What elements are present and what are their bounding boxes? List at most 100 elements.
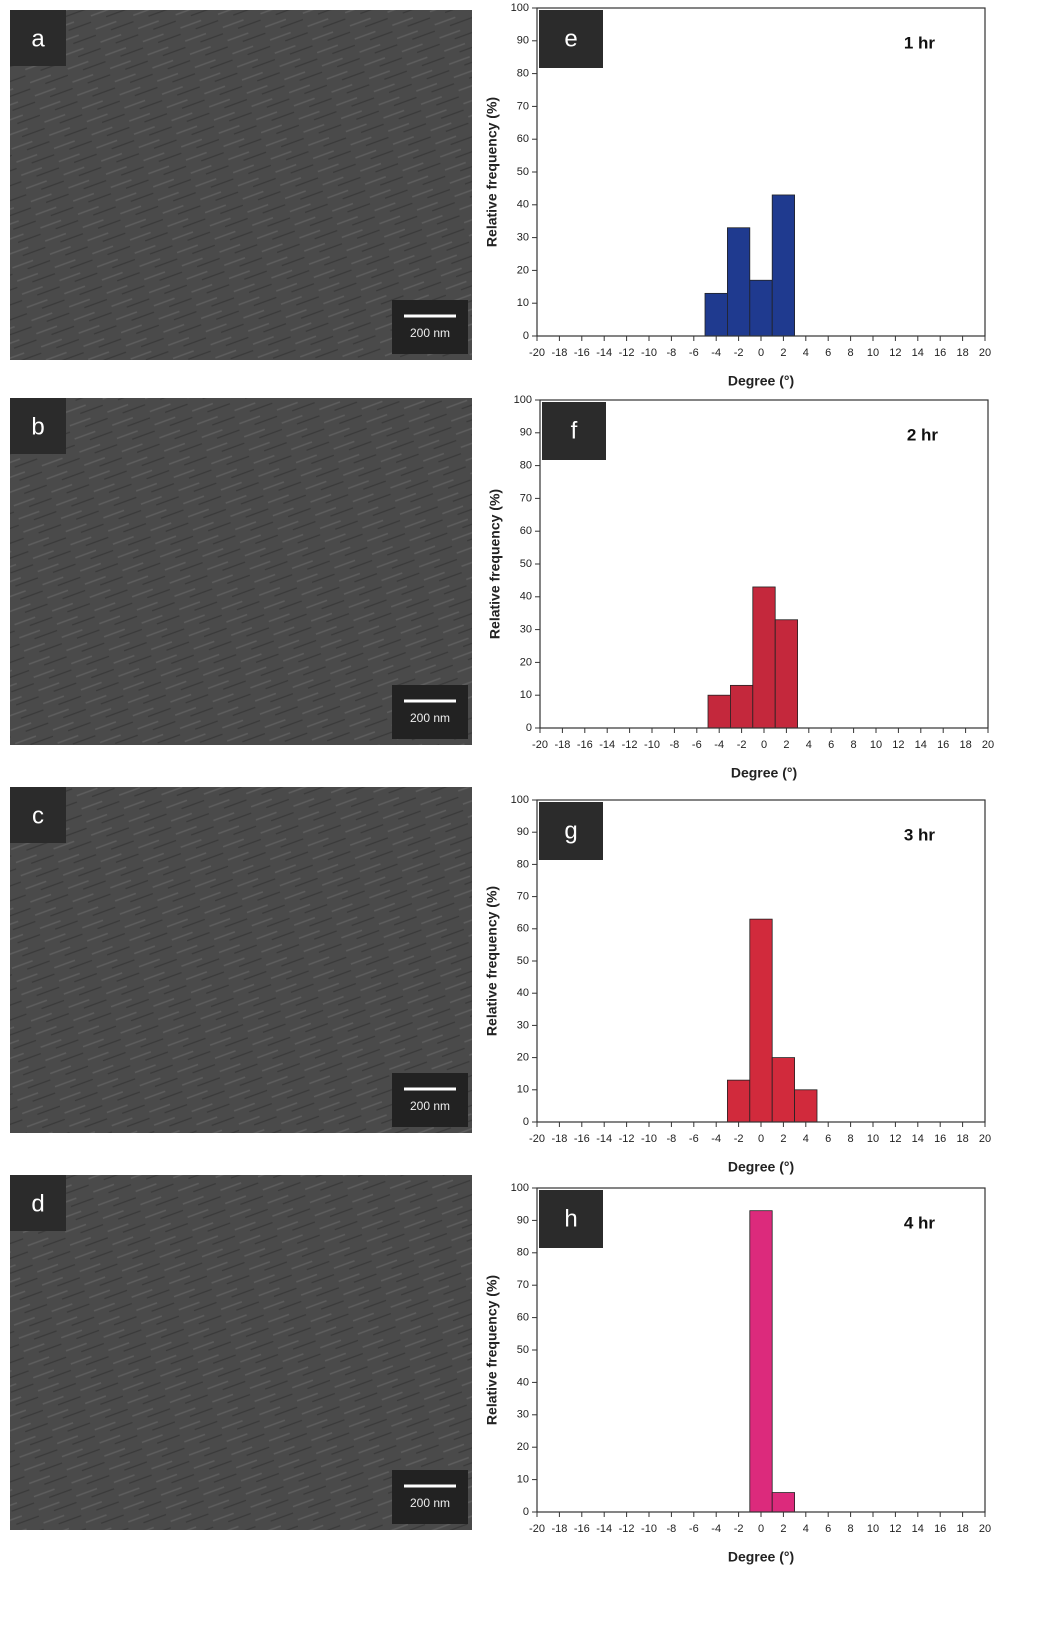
x-axis-label: Degree (°) — [728, 1159, 794, 1175]
x-tick-label: 2 — [783, 739, 789, 751]
y-tick-label: 70 — [517, 891, 529, 903]
x-tick-label: 18 — [956, 1523, 968, 1535]
chart: 0102030405060708090100-20-18-16-14-12-10… — [484, 1182, 991, 1565]
x-axis-label: Degree (°) — [731, 765, 797, 781]
x-tick-label: 16 — [934, 1133, 946, 1145]
y-tick-label: 50 — [517, 1344, 529, 1356]
x-tick-label: -6 — [689, 1523, 699, 1535]
x-tick-label: 18 — [956, 1133, 968, 1145]
y-tick-label: 60 — [517, 1312, 529, 1324]
x-tick-label: 4 — [803, 1523, 809, 1535]
x-axis-label: Degree (°) — [728, 373, 794, 389]
x-tick-label: -14 — [596, 347, 612, 359]
bar — [727, 1080, 749, 1122]
x-tick-label: 0 — [758, 347, 764, 359]
x-tick-label: -16 — [574, 347, 590, 359]
x-tick-label: -8 — [667, 1523, 677, 1535]
bar — [730, 685, 752, 728]
y-tick-label: 30 — [520, 624, 532, 636]
y-tick-label: 20 — [517, 264, 529, 276]
x-tick-label: -10 — [641, 1523, 657, 1535]
x-tick-label: 14 — [915, 739, 927, 751]
bar — [750, 1211, 772, 1512]
y-tick-label: 50 — [517, 955, 529, 967]
x-tick-label: -20 — [529, 1523, 545, 1535]
bar — [750, 919, 772, 1122]
scale-label: 200 nm — [410, 326, 450, 340]
bar — [795, 1090, 817, 1122]
y-tick-label: 0 — [523, 330, 529, 342]
x-tick-label: -20 — [529, 347, 545, 359]
scale-label: 200 nm — [410, 711, 450, 725]
y-tick-label: 90 — [517, 1214, 529, 1226]
bar — [772, 1493, 794, 1512]
y-tick-label: 10 — [517, 1474, 529, 1486]
y-tick-label: 30 — [517, 1019, 529, 1031]
y-tick-label: 60 — [517, 923, 529, 935]
x-tick-label: -2 — [737, 739, 747, 751]
x-tick-label: -20 — [529, 1133, 545, 1145]
x-tick-label: 0 — [761, 739, 767, 751]
x-tick-label: -16 — [574, 1523, 590, 1535]
x-tick-label: 14 — [912, 347, 924, 359]
x-tick-label: 8 — [851, 739, 857, 751]
x-tick-label: -18 — [551, 347, 567, 359]
y-tick-label: 80 — [520, 460, 532, 472]
x-tick-label: -20 — [532, 739, 548, 751]
y-tick-label: 40 — [517, 199, 529, 211]
x-tick-label: 6 — [825, 347, 831, 359]
y-tick-label: 50 — [517, 166, 529, 178]
x-tick-label: 10 — [870, 739, 882, 751]
panel-label: b — [31, 413, 44, 440]
y-tick-label: 40 — [517, 1376, 529, 1388]
x-tick-label: 10 — [867, 1523, 879, 1535]
x-tick-label: 2 — [780, 347, 786, 359]
x-tick-label: -4 — [711, 1523, 721, 1535]
y-tick-label: 0 — [523, 1116, 529, 1128]
figure: a200 nmb200 nmc200 nmd200 nm010203040506… — [0, 0, 1038, 1638]
x-tick-label: -2 — [734, 1523, 744, 1535]
x-tick-label: 14 — [912, 1523, 924, 1535]
x-tick-label: 4 — [803, 347, 809, 359]
y-tick-label: 40 — [517, 987, 529, 999]
x-tick-label: -16 — [574, 1133, 590, 1145]
y-tick-label: 100 — [511, 2, 529, 14]
x-tick-label: -8 — [667, 1133, 677, 1145]
x-tick-label: -6 — [689, 347, 699, 359]
y-tick-label: 70 — [517, 100, 529, 112]
y-tick-label: 80 — [517, 1247, 529, 1259]
x-tick-label: -10 — [641, 1133, 657, 1145]
panel-label: d — [31, 1190, 44, 1217]
y-tick-label: 30 — [517, 1409, 529, 1421]
y-axis-label: Relative frequency (%) — [487, 489, 503, 639]
y-tick-label: 50 — [520, 558, 532, 570]
x-tick-label: -2 — [734, 347, 744, 359]
y-axis-label: Relative frequency (%) — [484, 1275, 500, 1425]
x-tick-label: -10 — [644, 739, 660, 751]
x-tick-label: -2 — [734, 1133, 744, 1145]
y-tick-label: 0 — [526, 722, 532, 734]
bar — [705, 293, 727, 336]
chart: 0102030405060708090100-20-18-16-14-12-10… — [484, 2, 991, 389]
y-tick-label: 70 — [517, 1279, 529, 1291]
y-tick-label: 60 — [517, 133, 529, 145]
x-tick-label: -18 — [554, 739, 570, 751]
y-tick-label: 100 — [514, 394, 532, 406]
y-tick-label: 100 — [511, 1182, 529, 1194]
x-tick-label: 16 — [937, 739, 949, 751]
bar — [753, 587, 775, 728]
panel-label: a — [31, 25, 45, 52]
y-tick-label: 20 — [517, 1441, 529, 1453]
x-tick-label: -16 — [577, 739, 593, 751]
y-tick-label: 20 — [520, 656, 532, 668]
x-tick-label: 14 — [912, 1133, 924, 1145]
panel-label: c — [32, 802, 44, 829]
x-tick-label: -4 — [711, 1133, 721, 1145]
scale-label: 200 nm — [410, 1496, 450, 1510]
chart-title: 4 hr — [904, 1213, 936, 1232]
y-tick-label: 20 — [517, 1052, 529, 1064]
x-tick-label: 10 — [867, 1133, 879, 1145]
x-tick-label: 20 — [979, 1133, 991, 1145]
x-tick-label: 12 — [889, 347, 901, 359]
scale-label: 200 nm — [410, 1099, 450, 1113]
